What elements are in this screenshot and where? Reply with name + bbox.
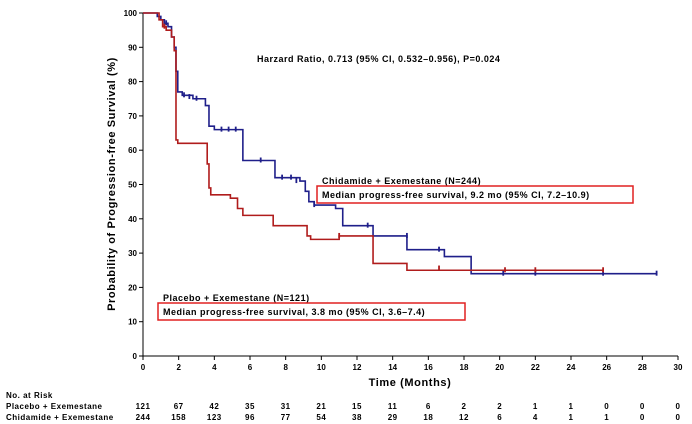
risk-value-placebo: 35 [245,402,255,411]
x-tick-label: 20 [495,363,504,372]
risk-row-label-chidamide: Chidamide + Exemestane [6,413,114,422]
y-tick-label: 70 [128,112,137,121]
hazard-ratio-annotation: Harzard Ratio, 0.713 (95% CI, 0.532–0.95… [257,54,500,64]
x-tick-label: 0 [141,363,146,372]
chidamide-median-box [316,185,634,204]
placebo-survival-curve [143,12,604,272]
x-tick-label: 22 [531,363,540,372]
risk-value-placebo: 15 [352,402,362,411]
risk-value-placebo: 11 [388,402,398,411]
risk-value-chidamide: 38 [352,413,362,422]
risk-value-chidamide: 18 [423,413,433,422]
risk-value-placebo: 6 [426,402,431,411]
x-tick-label: 18 [460,363,469,372]
risk-value-placebo: 1 [569,402,574,411]
risk-value-chidamide: 6 [497,413,502,422]
risk-value-chidamide: 4 [533,413,538,422]
x-tick-label: 14 [388,363,397,372]
x-tick-label: 30 [674,363,683,372]
x-tick-label: 12 [353,363,362,372]
risk-value-placebo: 42 [209,402,219,411]
y-tick-label: 80 [128,78,137,87]
y-axis-label: Probability of Progression-free Survival… [106,57,118,311]
x-axis-label: Time (Months) [369,377,452,389]
risk-value-placebo: 0 [604,402,609,411]
risk-value-placebo: 1 [533,402,538,411]
y-tick-label: 0 [133,352,138,361]
x-tick-label: 10 [317,363,326,372]
y-tick-label: 90 [128,43,137,52]
risk-value-chidamide: 0 [640,413,645,422]
risk-value-chidamide: 96 [245,413,255,422]
risk-value-chidamide: 123 [207,413,222,422]
y-tick-label: 10 [128,318,137,327]
y-tick-label: 100 [124,9,138,18]
risk-value-chidamide: 29 [388,413,398,422]
y-tick-label: 30 [128,249,137,258]
risk-value-placebo: 0 [640,402,645,411]
y-tick-label: 20 [128,283,137,292]
chidamide-group-label: Chidamide + Exemestane (N=244) [322,176,481,186]
risk-value-chidamide: 0 [676,413,681,422]
y-tick-label: 40 [128,215,137,224]
risk-value-chidamide: 1 [604,413,609,422]
risk-value-placebo: 2 [497,402,502,411]
placebo-group-label: Placebo + Exemestane (N=121) [163,293,310,303]
y-tick-label: 60 [128,146,137,155]
risk-value-placebo: 0 [676,402,681,411]
risk-value-placebo: 2 [462,402,467,411]
risk-value-placebo: 121 [136,402,151,411]
risk-value-chidamide: 12 [459,413,469,422]
chidamide-survival-curve [143,12,657,275]
x-tick-label: 26 [602,363,611,372]
x-tick-label: 6 [248,363,253,372]
risk-value-chidamide: 158 [171,413,186,422]
risk-value-chidamide: 54 [316,413,326,422]
risk-value-placebo: 67 [174,402,184,411]
x-tick-label: 8 [283,363,288,372]
chidamide-median-text: Median progress-free survival, 9.2 mo (9… [322,190,590,200]
x-tick-label: 4 [212,363,217,372]
risk-value-placebo: 21 [316,402,326,411]
x-tick-label: 28 [638,363,647,372]
risk-row-label-placebo: Placebo + Exemestane [6,402,103,411]
x-tick-label: 24 [567,363,576,372]
placebo-median-text: Median progress-free survival, 3.8 mo (9… [163,307,425,317]
risk-value-chidamide: 77 [281,413,291,422]
risk-value-chidamide: 1 [569,413,574,422]
risk-value-chidamide: 244 [136,413,151,422]
risk-value-placebo: 31 [281,402,291,411]
x-tick-label: 2 [176,363,181,372]
risk-table-header: No. at Risk [6,391,53,400]
placebo-median-box [157,302,466,321]
x-tick-label: 16 [424,363,433,372]
y-tick-label: 50 [128,181,137,190]
